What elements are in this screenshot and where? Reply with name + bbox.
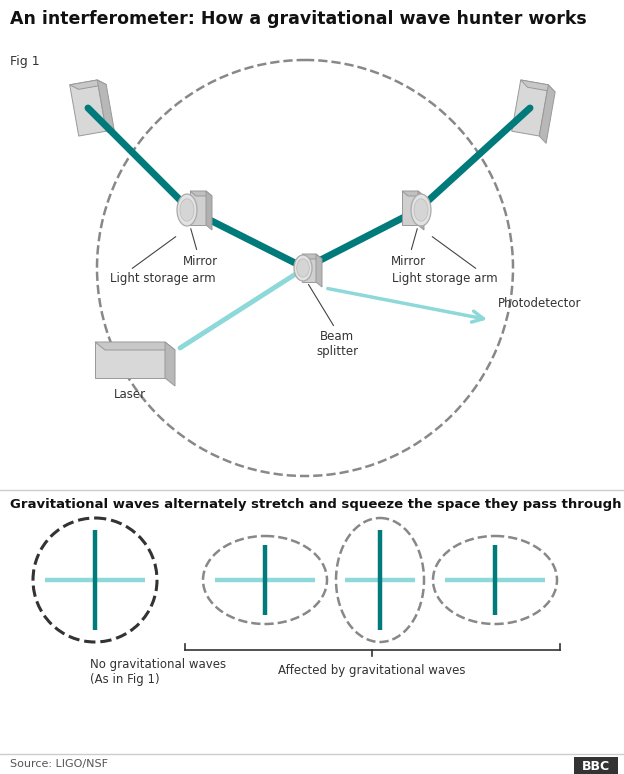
Text: Mirror: Mirror <box>182 228 218 268</box>
Text: No gravitational waves
(As in Fig 1): No gravitational waves (As in Fig 1) <box>90 658 226 686</box>
Polygon shape <box>402 191 418 225</box>
Text: Light storage arm: Light storage arm <box>110 272 216 285</box>
Polygon shape <box>520 80 555 92</box>
Text: BBC: BBC <box>582 759 610 772</box>
Polygon shape <box>402 191 424 196</box>
Ellipse shape <box>414 199 428 221</box>
Text: An interferometer: How a gravitational wave hunter works: An interferometer: How a gravitational w… <box>10 10 587 28</box>
Polygon shape <box>190 191 212 196</box>
Ellipse shape <box>180 199 194 221</box>
Text: Affected by gravitational waves: Affected by gravitational waves <box>278 664 466 677</box>
Polygon shape <box>418 191 424 230</box>
Text: Photodetector: Photodetector <box>498 297 582 310</box>
Text: Beam
splitter: Beam splitter <box>316 330 358 358</box>
Ellipse shape <box>177 194 197 226</box>
Polygon shape <box>97 80 115 135</box>
Text: Fig 1: Fig 1 <box>10 55 40 68</box>
Polygon shape <box>190 191 206 225</box>
Polygon shape <box>70 80 106 136</box>
Polygon shape <box>206 191 212 230</box>
Text: Gravitational waves alternately stretch and squeeze the space they pass through: Gravitational waves alternately stretch … <box>10 498 622 511</box>
Polygon shape <box>539 85 555 143</box>
Ellipse shape <box>294 255 312 281</box>
Text: Laser: Laser <box>114 388 146 401</box>
Text: Light storage arm: Light storage arm <box>392 272 498 285</box>
Ellipse shape <box>296 259 310 277</box>
Polygon shape <box>302 254 322 259</box>
FancyBboxPatch shape <box>574 757 618 774</box>
Polygon shape <box>95 342 175 350</box>
Polygon shape <box>512 80 548 136</box>
Ellipse shape <box>411 194 431 226</box>
Polygon shape <box>95 342 165 378</box>
Text: Mirror: Mirror <box>391 228 426 268</box>
Polygon shape <box>302 254 316 282</box>
Polygon shape <box>316 254 322 287</box>
Polygon shape <box>165 342 175 386</box>
Polygon shape <box>70 80 106 89</box>
Text: Source: LIGO/NSF: Source: LIGO/NSF <box>10 759 108 769</box>
